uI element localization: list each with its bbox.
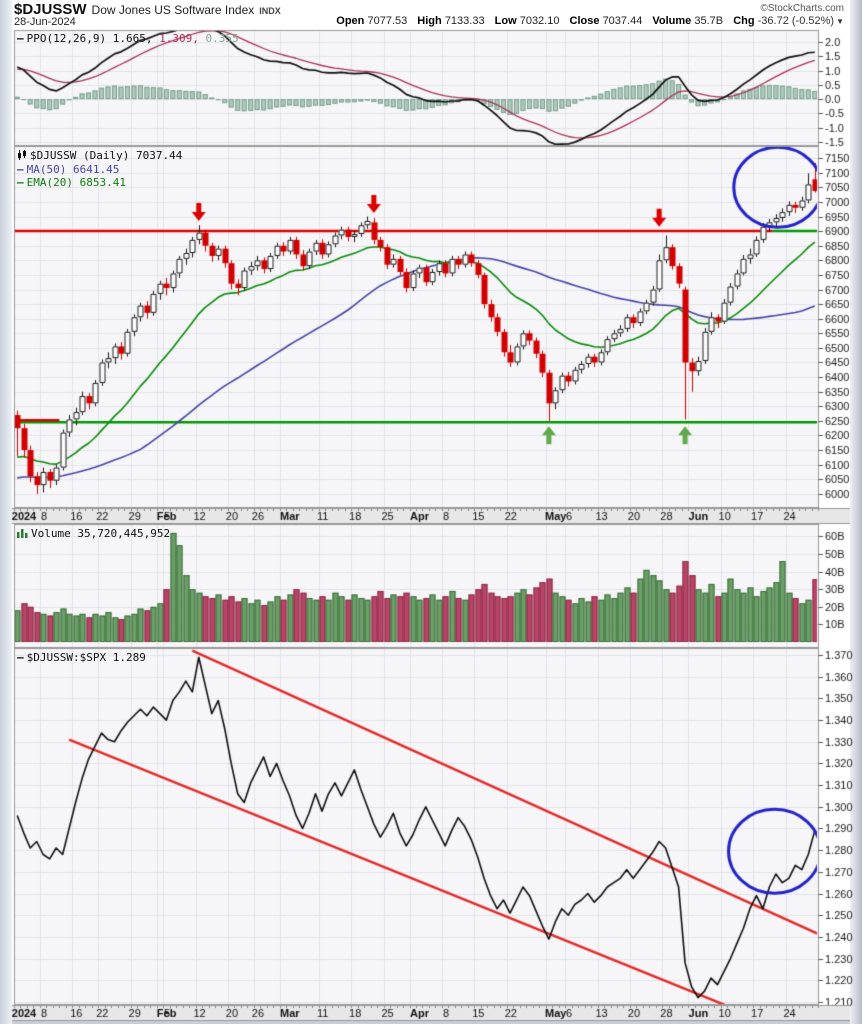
header-row-quote: 28-Jun-2024 Open 7077.53 High 7133.33 Lo… bbox=[14, 15, 848, 29]
ema20-legend: EMA(20) 6853.41 bbox=[26, 176, 126, 189]
header-row-title: $DJUSSW Dow Jones US Software Index INDX ©… bbox=[14, 1, 848, 18]
ratio-legend-label: $DJUSSW:$SPX bbox=[26, 651, 107, 664]
quote-bar: Open 7077.53 High 7133.33 Low 7032.10 Cl… bbox=[329, 15, 844, 27]
low-label: Low bbox=[494, 15, 517, 27]
ma50-swatch: — bbox=[17, 163, 24, 176]
chart-header: $DJUSSW Dow Jones US Software Index INDX ©… bbox=[14, 1, 848, 29]
volume-legend-label: Volume bbox=[31, 527, 71, 540]
candlestick-icon bbox=[17, 150, 27, 163]
volume-legend-value: 35,720,445,952 bbox=[77, 527, 171, 540]
open-value: 7077.53 bbox=[367, 15, 408, 27]
close-label: Close bbox=[569, 15, 600, 27]
ppo-value: 1.665, bbox=[112, 32, 153, 45]
main-legend-title-row: $DJUSSW (Daily) 7037.44 bbox=[17, 149, 182, 163]
high-label: High bbox=[417, 15, 442, 27]
chart-date: 28-Jun-2024 bbox=[14, 16, 76, 28]
ppo-legend: — PPO(12,26,9) 1.665, 1.309, 0.355 bbox=[17, 32, 239, 45]
copyright: ©StockCharts.com bbox=[760, 3, 844, 14]
ema20-legend-row: — EMA(20) 6853.41 bbox=[17, 176, 182, 189]
index-name: Dow Jones US Software Index bbox=[91, 3, 255, 17]
ema20-swatch: — bbox=[17, 176, 24, 189]
chg-value: -36.72 (-0.52%) bbox=[757, 15, 835, 27]
symbol: $DJUSSW bbox=[14, 1, 87, 18]
ppo-line-swatch: — bbox=[17, 32, 24, 45]
close-value: 7037.44 bbox=[602, 15, 643, 27]
ppo-hist-value: 0.355 bbox=[205, 32, 239, 45]
volume-label: Volume bbox=[652, 15, 692, 27]
ppo-signal-value: 1.309, bbox=[159, 32, 199, 45]
ma50-legend: MA(50) 6641.45 bbox=[26, 163, 120, 176]
ratio-legend-value: 1.289 bbox=[112, 651, 146, 664]
volume-legend: Volume 35,720,445,952 bbox=[17, 527, 170, 541]
main-legend: $DJUSSW (Daily) 7037.44 — MA(50) 6641.45 … bbox=[17, 149, 182, 189]
ppo-label: PPO(12,26,9) bbox=[26, 32, 107, 45]
volume-value: 35.7B bbox=[694, 15, 724, 27]
chg-label: Chg bbox=[733, 15, 755, 27]
exchange-tag: INDX bbox=[259, 6, 281, 16]
high-value: 7133.33 bbox=[444, 15, 485, 27]
low-value: 7032.10 bbox=[519, 15, 560, 27]
main-legend-title: $DJUSSW (Daily) 7037.44 bbox=[30, 149, 183, 162]
ratio-line-swatch: — bbox=[17, 651, 24, 664]
volume-bars-icon bbox=[17, 528, 28, 541]
ratio-legend: — $DJUSSW:$SPX 1.289 bbox=[17, 651, 146, 664]
open-label: Open bbox=[336, 15, 365, 27]
ma50-legend-row: — MA(50) 6641.45 bbox=[17, 163, 182, 176]
chg-dropdown-arrow[interactable]: ▼ bbox=[836, 17, 844, 26]
